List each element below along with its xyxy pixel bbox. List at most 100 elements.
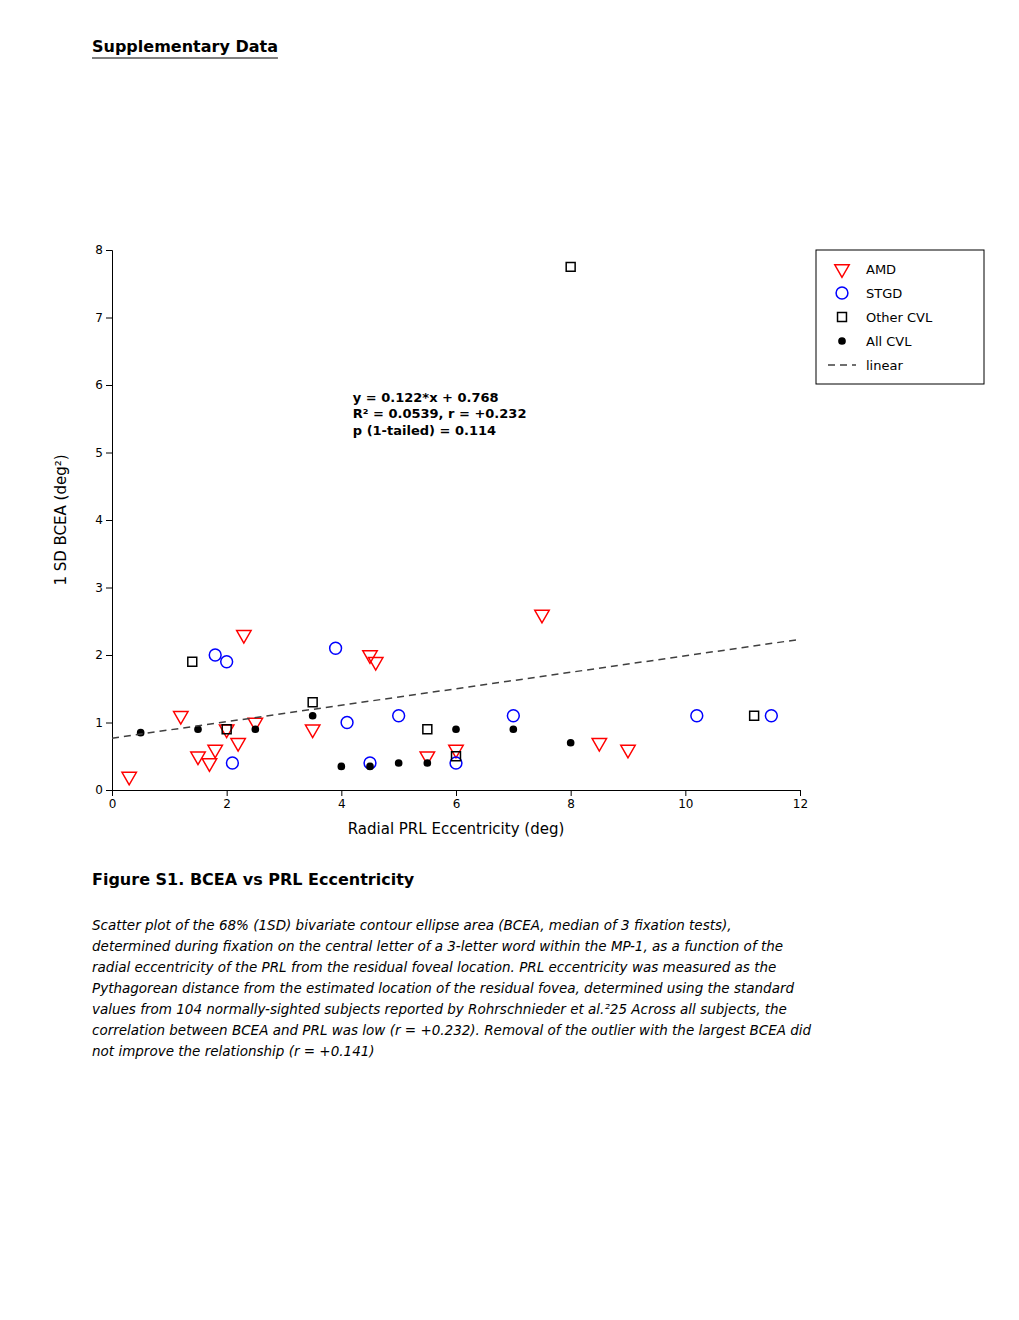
point	[209, 649, 221, 661]
series-points	[122, 610, 635, 784]
point	[338, 763, 344, 769]
y-tick-mark	[106, 453, 112, 454]
point	[507, 710, 519, 722]
chart: Supplementary Data024681012012345678Radi…	[0, 0, 1019, 1320]
y-tick: 0	[95, 783, 112, 797]
x-tick-label: 2	[223, 797, 231, 811]
y-tick-label: 8	[95, 243, 103, 257]
y-tick-mark	[106, 655, 112, 656]
x-tick: 4	[338, 790, 346, 811]
point	[222, 725, 231, 734]
point	[566, 262, 575, 271]
point	[369, 658, 383, 670]
point	[219, 725, 233, 737]
annotation-line: y = 0.122*x + 0.768	[353, 390, 499, 405]
point	[535, 610, 549, 622]
x-tick-label: 4	[338, 797, 346, 811]
caption-line: Scatter plot of the 68% (1SD) bivariate …	[92, 917, 732, 933]
point	[510, 726, 516, 732]
point	[396, 760, 402, 766]
legend-symbol	[836, 287, 848, 299]
legend-item: linear	[828, 358, 903, 373]
x-tick-label: 10	[678, 797, 693, 811]
x-tick-label: 8	[567, 797, 575, 811]
x-tick-label: 6	[453, 797, 461, 811]
legend-item: STGD	[836, 286, 902, 301]
point	[308, 698, 317, 707]
y-tick-label: 5	[95, 446, 103, 460]
y-tick: 7	[95, 311, 112, 325]
legend-item: All CVL	[839, 334, 912, 349]
point	[691, 710, 703, 722]
title-underline	[92, 58, 278, 59]
legend-item: Other CVL	[838, 310, 933, 325]
y-tick: 3	[95, 581, 112, 595]
point	[221, 656, 233, 668]
y-tick-mark	[106, 520, 112, 521]
point	[122, 772, 136, 784]
y-tick-label: 3	[95, 581, 103, 595]
annotation-line: R² = 0.0539, r = +0.232	[353, 406, 527, 421]
y-tick-mark	[106, 250, 112, 251]
x-tick-label: 0	[109, 797, 117, 811]
y-tick-mark	[106, 385, 112, 386]
x-tick-mark	[227, 790, 228, 796]
legend-label: linear	[866, 358, 903, 373]
point	[188, 657, 197, 666]
point	[424, 760, 430, 766]
legend-symbol	[838, 313, 847, 322]
caption-line: correlation between BCEA and PRL was low…	[92, 1022, 812, 1038]
caption-line: radial eccentricity of the PRL from the …	[92, 959, 776, 975]
y-tick-label: 2	[95, 648, 103, 662]
point	[237, 631, 251, 643]
point	[423, 725, 432, 734]
y-tick: 1	[95, 716, 112, 730]
y-axis-line	[106, 251, 113, 791]
series-points	[209, 642, 777, 769]
legend-label: All CVL	[866, 334, 912, 349]
x-tick-mark	[800, 790, 801, 796]
y-tick: 4	[95, 513, 112, 527]
figure-label: Figure S1. BCEA vs PRL Eccentricity	[92, 870, 415, 889]
legend: AMD STGD Other CVL All CVL linear	[816, 250, 984, 384]
point	[305, 725, 319, 737]
y-tick-mark	[106, 318, 112, 319]
point	[252, 726, 258, 732]
plot-area: 024681012012345678Radial PRL Eccentricit…	[52, 243, 808, 838]
point	[208, 745, 222, 757]
legend-symbol	[835, 265, 849, 277]
y-tick-label: 4	[95, 513, 103, 527]
point	[592, 739, 606, 751]
caption: Scatter plot of the 68% (1SD) bivariate …	[92, 917, 812, 1059]
point	[765, 710, 777, 722]
point	[231, 739, 245, 751]
x-tick: 10	[678, 790, 693, 811]
x-tick-mark	[341, 790, 342, 796]
point	[453, 726, 459, 732]
series-points	[138, 713, 574, 770]
x-tick-mark	[456, 790, 457, 796]
point	[226, 757, 238, 769]
point	[367, 763, 373, 769]
point	[568, 740, 574, 746]
fit-line	[112, 639, 800, 738]
y-tick: 6	[95, 378, 112, 392]
point	[174, 712, 188, 724]
point	[202, 759, 216, 771]
y-tick: 5	[95, 446, 112, 460]
y-tick-mark	[106, 723, 112, 724]
y-tick: 8	[95, 243, 112, 257]
legend-label: AMD	[866, 262, 896, 277]
x-tick: 2	[223, 790, 231, 811]
caption-line: determined during fixation on the centra…	[92, 938, 783, 954]
x-tick: 12	[793, 790, 808, 811]
point	[621, 745, 635, 757]
x-tick-label: 12	[793, 797, 808, 811]
y-tick-label: 1	[95, 716, 103, 730]
legend-symbol	[828, 364, 856, 366]
point	[330, 642, 342, 654]
x-tick: 8	[567, 790, 575, 811]
point	[310, 713, 316, 719]
annotation-line: p (1-tailed) = 0.114	[353, 423, 496, 438]
annotation: y = 0.122*x + 0.768R² = 0.0539, r = +0.2…	[353, 390, 527, 438]
